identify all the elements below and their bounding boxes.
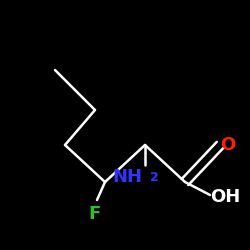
Text: OH: OH	[210, 188, 240, 206]
Text: 2: 2	[150, 171, 159, 184]
Text: F: F	[89, 205, 101, 223]
Text: NH: NH	[112, 168, 142, 186]
Text: O: O	[220, 136, 235, 154]
